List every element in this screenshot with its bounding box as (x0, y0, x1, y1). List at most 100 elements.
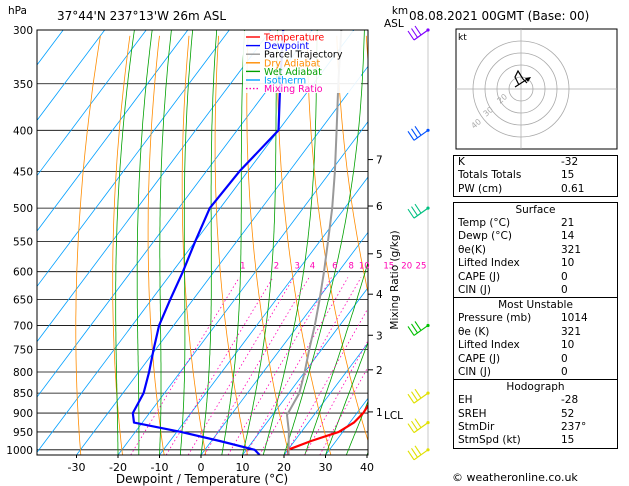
legend-label: Dewpoint (264, 41, 309, 52)
wind-barb-flag (414, 126, 422, 136)
mixing-ratio-line (130, 277, 240, 455)
wet-adiabat-line (325, 341, 368, 455)
wet-adiabat-line (221, 30, 245, 455)
pressure-tick-label: 750 (13, 344, 33, 356)
wind-barb-flag (414, 25, 422, 36)
pressure-tick-label: 950 (13, 427, 33, 439)
isotherm-line (37, 30, 313, 398)
wind-barb-flag (411, 420, 418, 431)
dry-adiabat-line (277, 35, 332, 455)
wind-barb-flag (411, 28, 418, 38)
mixing-ratio-label: 6 (332, 262, 337, 272)
wet-adiabat-line (283, 30, 365, 455)
wind-barb-flag (407, 393, 415, 404)
x-tick-label: -20 (109, 461, 127, 474)
mixing-ratio-line (204, 277, 310, 455)
pressure-tick-label: 1000 (6, 445, 33, 457)
legend-label: Wet Adiabat (264, 67, 322, 78)
isotherm-line (76, 65, 368, 455)
pressure-tick-label: 350 (13, 79, 33, 91)
isotherm-line (37, 30, 272, 343)
mixing-ratio-line (227, 277, 332, 455)
wind-barb-flag (411, 323, 418, 334)
isotherm-line (117, 121, 368, 455)
wind-barb-flag (411, 206, 418, 216)
profile-lines (131, 30, 368, 455)
pressure-tick-label: 400 (13, 125, 33, 137)
wind-barb-flag (407, 208, 415, 219)
pressure-unit-label: hPa (8, 5, 27, 17)
isotherm-line (283, 342, 368, 455)
dry-adiabat-line (306, 35, 368, 443)
wind-barb-flag (407, 326, 415, 336)
hodograph-unit-label: kt (458, 33, 467, 43)
mixing-ratio-line (285, 307, 368, 455)
surface-row: Temp (°C) 21 (458, 217, 575, 229)
surface-row: CIN (J) 0 (458, 283, 568, 296)
plot-background-lines (37, 30, 368, 455)
legend-label: Temperature (263, 33, 324, 44)
most-unstable-row: CIN (J) 0 (458, 365, 568, 378)
wind-barb-flag (414, 203, 422, 214)
pressure-tick-label: 650 (13, 295, 33, 307)
wind-barb-flag (411, 448, 418, 458)
wind-barbs (407, 25, 430, 461)
dry-adiabat-line (214, 35, 248, 455)
wet-adiabat-line (115, 30, 135, 455)
surface-row: θe(K) 321 (458, 243, 582, 256)
dry-adiabat-line (112, 35, 131, 455)
series-parcel-trajectory (286, 30, 343, 455)
wet-adiabat-line (242, 30, 278, 455)
mixing-ratio-label: 2 (274, 262, 279, 272)
isotherm-line (200, 231, 368, 455)
surface-row: CAPE (J) 0 (458, 270, 568, 283)
hodograph-rings (456, 29, 617, 149)
lcl-label: LCL (384, 410, 403, 422)
mixing-ratio-label: 10 (359, 262, 370, 272)
hodograph-row: EH -28 (458, 394, 579, 407)
wet-adiabat-line (304, 260, 368, 455)
km-tick-label: 2 (376, 365, 383, 377)
pressure-tick-label: 800 (13, 367, 33, 379)
wet-adiabat-line (200, 30, 218, 455)
mixing-ratio-line (319, 366, 368, 455)
mixing-ratio-label: 4 (310, 262, 315, 272)
location-title: 37°44'N 237°13'W 26m ASL (57, 9, 226, 23)
dry-adiabat-line (147, 35, 165, 455)
mixing-ratio-label: 3 (294, 262, 299, 272)
wind-barb-flag (407, 423, 415, 433)
isotherm-line (37, 30, 106, 121)
mixing-ratio-label: 20 (401, 262, 412, 272)
x-tick-label: 20 (277, 461, 291, 474)
isotherm-line (37, 30, 189, 232)
wet-adiabat-line (159, 30, 172, 455)
mixing-ratio-line (245, 277, 349, 455)
wind-barb-flag (407, 131, 415, 141)
mixing-ratio-label: 15 (383, 262, 394, 272)
pressure-tick-label: 300 (13, 25, 33, 37)
pressure-tick-label: 450 (13, 166, 33, 178)
x-tick-label: 10 (236, 461, 250, 474)
most-unstable-row: CAPE (J) 0 (458, 352, 568, 365)
stability-table: Surface Temp (°C) 21 Dewp (°C) 14 θe(K) 321… (453, 202, 618, 449)
hodograph-title: Hodograph (454, 379, 617, 394)
wet-adiabat-line (179, 30, 194, 455)
most-unstable-row: Lifted Index 10 (458, 339, 575, 352)
legend-label: Isotherm (264, 76, 306, 87)
km-tick-label: 7 (376, 155, 383, 167)
isotherm-line (159, 176, 368, 455)
dry-adiabat-line (181, 35, 207, 455)
mixing-ratio-line (304, 339, 368, 455)
legend-label: Parcel Trajectory (264, 50, 343, 61)
pressure-tick-label: 600 (13, 267, 33, 279)
wet-adiabat-line (262, 30, 318, 455)
km-tick-label: 4 (376, 289, 383, 301)
pressure-tick-label: 500 (13, 203, 33, 215)
dry-adiabat-line (336, 35, 368, 295)
wind-barb-flag (414, 388, 422, 399)
km-tick-label: 3 (376, 330, 383, 342)
hodograph-row: StmDir 237° (458, 421, 587, 434)
mixing-ratio-axis-title: Mixing Ratio (g/kg) (389, 230, 401, 329)
wind-barb-flag (414, 418, 422, 428)
